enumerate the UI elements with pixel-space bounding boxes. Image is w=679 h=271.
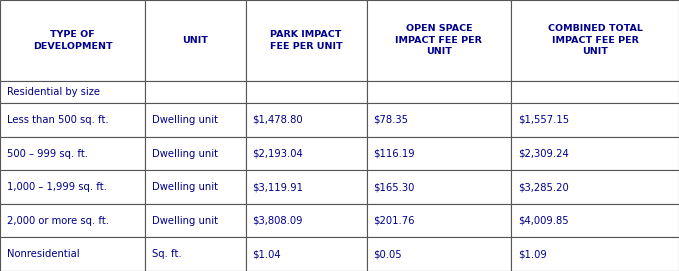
Text: TYPE OF
DEVELOPMENT: TYPE OF DEVELOPMENT xyxy=(33,30,112,51)
Text: $165.30: $165.30 xyxy=(373,182,415,192)
Text: 500 – 999 sq. ft.: 500 – 999 sq. ft. xyxy=(7,149,88,159)
Bar xyxy=(145,170,246,204)
Text: OPEN SPACE
IMPACT FEE PER
UNIT: OPEN SPACE IMPACT FEE PER UNIT xyxy=(395,24,482,56)
Bar xyxy=(246,137,367,170)
Text: 2,000 or more sq. ft.: 2,000 or more sq. ft. xyxy=(7,216,109,226)
Bar xyxy=(0,81,145,103)
Bar xyxy=(511,81,679,103)
Bar xyxy=(511,103,679,137)
Bar xyxy=(367,170,511,204)
Text: $2,309.24: $2,309.24 xyxy=(518,149,568,159)
Bar xyxy=(0,0,145,81)
Text: Sq. ft.: Sq. ft. xyxy=(151,249,181,259)
Text: $3,119.91: $3,119.91 xyxy=(253,182,304,192)
Bar xyxy=(145,204,246,237)
Bar xyxy=(0,204,145,237)
Bar xyxy=(145,137,246,170)
Bar xyxy=(145,237,246,271)
Text: $3,285.20: $3,285.20 xyxy=(518,182,568,192)
Text: UNIT: UNIT xyxy=(183,36,208,45)
Bar xyxy=(246,0,367,81)
Bar xyxy=(246,81,367,103)
Bar xyxy=(145,81,246,103)
Text: $1.04: $1.04 xyxy=(253,249,281,259)
Bar xyxy=(145,0,246,81)
Text: $201.76: $201.76 xyxy=(373,216,415,226)
Text: $4,009.85: $4,009.85 xyxy=(518,216,568,226)
Bar xyxy=(511,0,679,81)
Bar xyxy=(367,137,511,170)
Text: Less than 500 sq. ft.: Less than 500 sq. ft. xyxy=(7,115,109,125)
Text: COMBINED TOTAL
IMPACT FEE PER
UNIT: COMBINED TOTAL IMPACT FEE PER UNIT xyxy=(547,24,642,56)
Bar xyxy=(145,103,246,137)
Text: $1,478.80: $1,478.80 xyxy=(253,115,303,125)
Text: Nonresidential: Nonresidential xyxy=(7,249,79,259)
Bar xyxy=(0,137,145,170)
Text: Dwelling unit: Dwelling unit xyxy=(151,182,218,192)
Bar xyxy=(246,170,367,204)
Bar xyxy=(367,204,511,237)
Bar xyxy=(367,237,511,271)
Bar xyxy=(246,103,367,137)
Text: $78.35: $78.35 xyxy=(373,115,409,125)
Text: 1,000 – 1,999 sq. ft.: 1,000 – 1,999 sq. ft. xyxy=(7,182,107,192)
Bar xyxy=(0,237,145,271)
Bar xyxy=(367,103,511,137)
Text: $116.19: $116.19 xyxy=(373,149,415,159)
Bar xyxy=(511,204,679,237)
Bar xyxy=(511,137,679,170)
Bar xyxy=(0,103,145,137)
Text: Residential by size: Residential by size xyxy=(7,87,100,97)
Bar xyxy=(246,237,367,271)
Text: Dwelling unit: Dwelling unit xyxy=(151,149,218,159)
Text: $2,193.04: $2,193.04 xyxy=(253,149,303,159)
Bar xyxy=(367,81,511,103)
Bar xyxy=(511,237,679,271)
Text: $1,557.15: $1,557.15 xyxy=(518,115,569,125)
Text: $0.05: $0.05 xyxy=(373,249,402,259)
Text: Dwelling unit: Dwelling unit xyxy=(151,115,218,125)
Text: Dwelling unit: Dwelling unit xyxy=(151,216,218,226)
Bar xyxy=(246,204,367,237)
Text: $1.09: $1.09 xyxy=(518,249,547,259)
Bar xyxy=(367,0,511,81)
Bar xyxy=(511,170,679,204)
Text: PARK IMPACT
FEE PER UNIT: PARK IMPACT FEE PER UNIT xyxy=(270,30,342,51)
Text: $3,808.09: $3,808.09 xyxy=(253,216,303,226)
Bar xyxy=(0,170,145,204)
